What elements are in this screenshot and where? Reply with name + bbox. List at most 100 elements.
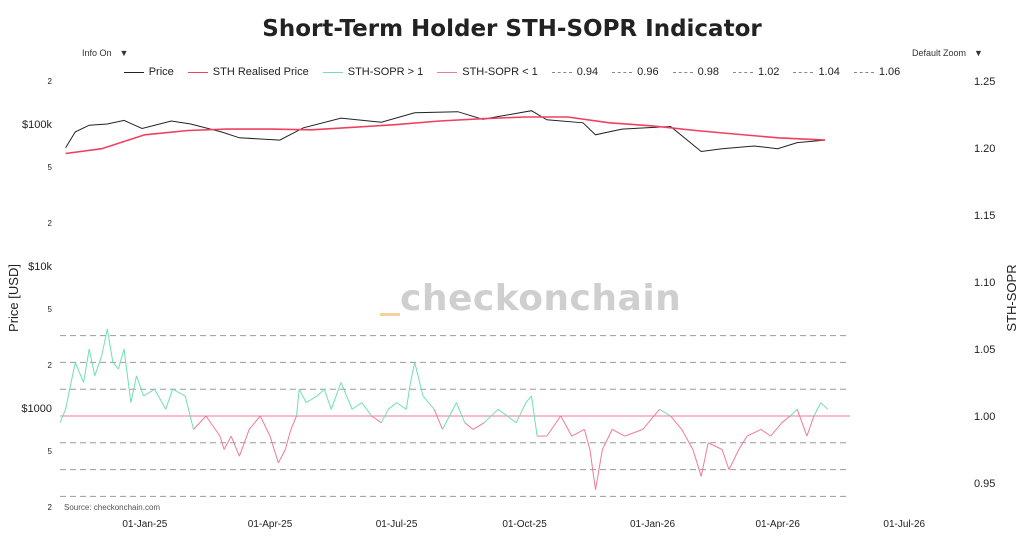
sopr-segment [583,429,591,450]
sopr-segment [112,362,119,370]
sopr-segment [497,408,517,424]
y-left-tick-label: $10k [28,261,52,273]
x-tick-label: 01-Oct-25 [502,519,547,530]
sopr-segment [483,408,499,424]
sopr-segment [88,348,96,376]
legend-swatch [123,71,144,73]
sopr-segment [442,402,457,430]
sopr-segment [219,435,225,450]
y-left-tick-label: 5 [48,305,53,314]
sopr-segment [595,449,603,490]
sopr-segment [106,328,114,363]
sopr-segment [781,415,791,424]
sopr-segment [414,362,424,397]
y-left-tick-label: 2 [48,361,53,370]
sopr-segment [531,395,538,437]
sopr-segment [65,389,71,410]
sopr-segment [323,389,332,410]
y-right-tick-label: 0.95 [974,478,995,490]
sopr-segment [305,395,318,404]
legend-item[interactable]: STH Realised Price [187,66,309,78]
sopr-segment [707,442,723,450]
legend-item[interactable]: 1.02 [733,66,779,78]
x-tick-label: 01-Jul-26 [883,519,925,530]
sopr-segment [238,429,250,457]
sopr-segment [433,409,443,430]
zoom-dropdown-label: Default Zoom [912,48,967,58]
legend-item[interactable]: 1.04 [793,66,840,78]
legend-item[interactable]: 0.96 [612,66,659,78]
legend-label: 0.94 [576,66,599,78]
legend-item[interactable]: STH-SOPR < 1 [437,66,538,78]
y-left-tick-label: $1000 [21,403,52,415]
sopr-segment [396,402,407,410]
sopr-segment [472,422,485,430]
sopr-segment [248,415,261,430]
sopr-segment [284,429,292,450]
y-right-tick-label: 1.25 [974,76,995,88]
source-note: Source: checkonchain.com [64,503,161,512]
sopr-segment [589,449,596,490]
sopr-segment [813,402,822,417]
sopr-segment [101,328,108,356]
watermark-accent-bar [380,313,400,316]
zoom-dropdown-button[interactable]: Default Zoom ▼ [912,48,983,58]
legend-item[interactable]: 0.98 [672,66,719,78]
sopr-segment [143,388,155,397]
y-left-tick-label: 2 [48,219,53,228]
sopr-segment [154,388,167,410]
sopr-segment [728,449,740,470]
sopr-segment [223,435,232,450]
legend-swatch [187,71,208,73]
legend-item[interactable]: 0.94 [551,66,599,78]
sopr-segment [746,428,762,437]
sopr-segment [659,408,671,417]
legend-label: STH-SOPR < 1 [462,66,538,78]
sopr-segment [230,435,240,457]
legend-swatch [612,71,633,73]
sopr-segment [172,388,186,397]
chevron-down-icon: ▼ [119,48,129,58]
x-tick-label: 01-Jul-25 [376,519,418,530]
legend-item[interactable]: STH-SOPR > 1 [322,66,423,78]
chart-legend: Price STH Realised Price STH-SOPR > 1 STH-S… [0,64,1024,80]
sopr-segment [455,402,466,423]
sopr-segment [59,409,67,423]
info-toggle-button[interactable]: Info On ▼ [82,48,128,58]
legend-label: STH Realised Price [212,66,309,78]
legend-swatch [793,71,814,73]
sopr-segment [560,415,573,437]
sopr-segment [130,375,137,403]
price-line [65,110,826,153]
x-tick-label: 01-Apr-26 [755,519,800,530]
sopr-segment [642,408,660,430]
legend-item[interactable]: Price [123,66,174,78]
sopr-segment [298,388,307,403]
watermark: checkonchain [400,278,682,319]
sopr-segment [69,362,76,390]
sopr-segment [94,355,103,376]
sopr-segment [806,415,815,437]
sopr-segment [269,435,279,464]
y-right-tick-label: 1.10 [974,277,995,289]
sopr-segment [290,415,297,430]
sopr-segment [770,422,783,437]
sopr-segment [259,415,271,437]
sopr-segment [601,429,613,450]
x-tick-label: 01-Jan-25 [122,519,167,530]
legend-item[interactable]: 1.06 [853,66,900,78]
sopr-segment [340,382,353,410]
legend-swatch [551,71,572,73]
y-left-tick-label: 2 [48,77,53,86]
sopr-segment [796,409,808,437]
sopr-segment [721,449,730,470]
sth-realised-price-line [65,116,826,155]
sopr-segment [117,348,125,370]
sopr-segment [316,388,325,397]
sopr-segment [74,362,85,383]
sopr-segment [277,449,286,464]
sopr-segment [611,428,625,437]
y-left-tick-label: 2 [48,503,53,512]
sopr-segment [371,415,382,424]
sopr-segment [361,402,373,417]
